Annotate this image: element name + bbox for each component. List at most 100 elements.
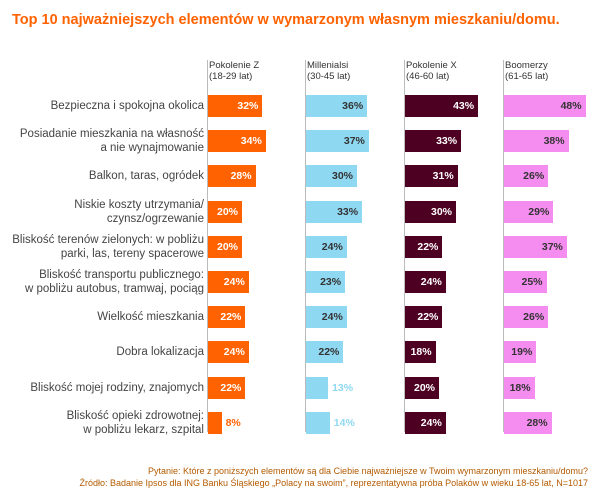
- bar: [405, 376, 439, 399]
- footnote: Pytanie: Które z poniższych elementów są…: [147, 466, 588, 476]
- bar: [208, 130, 266, 153]
- category-label: Dobra lokalizacja: [116, 346, 204, 359]
- bar: [306, 271, 346, 293]
- bar: [306, 95, 368, 117]
- value-label: 29%: [528, 205, 550, 218]
- value-label: 24%: [223, 276, 245, 288]
- value-label: 20%: [216, 205, 238, 218]
- bar: [504, 95, 586, 117]
- value-label: 37%: [343, 135, 365, 148]
- category-label: Niskie koszty utrzymania/ czynsz/ogrzewa…: [74, 198, 204, 225]
- value-label: 25%: [521, 276, 543, 288]
- bar: [306, 341, 344, 364]
- bar: [504, 235, 567, 258]
- bar: [405, 341, 436, 364]
- value-label: 30%: [430, 205, 452, 218]
- value-label: 19%: [511, 346, 533, 359]
- value-label: 18%: [509, 381, 531, 394]
- value-label: 8%: [225, 416, 241, 429]
- legend-entry: Pokolenie X (46-60 lat): [406, 60, 457, 82]
- value-label: 28%: [230, 170, 252, 183]
- value-label: 33%: [436, 135, 458, 148]
- value-label: 18%: [410, 346, 432, 359]
- bar: [504, 200, 554, 223]
- category-label: Bliskość opieki zdrowotnej: w pobliżu le…: [66, 409, 204, 436]
- legend-entry: Boomerzy (61-65 lat): [505, 60, 549, 82]
- value-label: 43%: [453, 100, 475, 112]
- value-label: 33%: [337, 205, 359, 218]
- bar: [306, 411, 330, 434]
- bar: [208, 235, 242, 258]
- bar: [405, 95, 479, 117]
- value-label: 13%: [332, 381, 354, 394]
- bar: [208, 306, 246, 329]
- value-label: 34%: [240, 135, 262, 148]
- value-label: 32%: [237, 100, 259, 112]
- bar: [208, 200, 242, 223]
- value-label: 22%: [417, 311, 439, 324]
- value-label: 31%: [432, 170, 454, 183]
- bar: [504, 411, 552, 434]
- value-label: 22%: [417, 240, 439, 253]
- value-label: 24%: [420, 276, 442, 288]
- category-label: Bliskość mojej rodziny, znajomych: [30, 381, 204, 394]
- legend-entry: Millenialsi (30-45 lat): [307, 60, 351, 82]
- category-label: Bliskość transportu publicznego: w pobli…: [25, 269, 204, 295]
- bar: [208, 376, 246, 399]
- category-label: Posiadanie mieszkania na własność a nie …: [19, 128, 204, 155]
- bar: [306, 306, 347, 329]
- value-label: 28%: [526, 416, 548, 429]
- chart-title: Top 10 najważniejszych elementów w wymar…: [12, 12, 560, 28]
- bar: [405, 271, 446, 293]
- category-label: Bezpieczna i spokojna okolica: [50, 100, 204, 112]
- value-label: 26%: [523, 311, 545, 324]
- value-label: 26%: [523, 170, 545, 183]
- bar: [405, 235, 443, 258]
- panel-divider: [207, 60, 208, 432]
- bar: [208, 165, 256, 188]
- value-label: 22%: [318, 346, 340, 359]
- bar: [306, 376, 329, 399]
- bar: [504, 271, 547, 293]
- panel-divider: [503, 60, 504, 432]
- value-label: 30%: [331, 170, 353, 183]
- bar: [405, 306, 443, 329]
- value-label: 48%: [560, 100, 582, 112]
- value-label: 36%: [342, 100, 364, 112]
- footnote: Źródło: Badanie Ipsos dla ING Banku Śląs…: [79, 478, 588, 488]
- value-label: 24%: [321, 240, 343, 253]
- bar: [504, 341, 537, 364]
- bar: [504, 376, 535, 399]
- panel-divider: [404, 60, 405, 432]
- value-label: 24%: [223, 346, 245, 359]
- value-label: 37%: [541, 240, 563, 253]
- bar: [405, 411, 446, 434]
- bar: [405, 165, 458, 188]
- category-label: Wielkość mieszkania: [97, 311, 204, 324]
- legend-entry: Pokolenie Z (18-29 lat): [209, 60, 260, 82]
- bar: [208, 411, 222, 434]
- bar: [208, 271, 249, 293]
- bar: [504, 130, 569, 153]
- value-label: 14%: [333, 416, 355, 429]
- panel-divider: [305, 60, 306, 432]
- bar: [208, 341, 249, 364]
- value-label: 24%: [321, 311, 343, 324]
- bar: [504, 306, 549, 329]
- bar: [306, 130, 369, 153]
- category-label: Balkon, taras, ogródek: [88, 170, 204, 183]
- bar: [306, 235, 347, 258]
- bar: [208, 95, 263, 117]
- value-label: 20%: [216, 240, 238, 253]
- bar: [504, 165, 549, 188]
- category-label: Bliskość terenów zielonych: w pobliżu pa…: [12, 233, 204, 260]
- value-label: 38%: [543, 135, 565, 148]
- bar: [306, 165, 357, 188]
- bar: [306, 200, 363, 223]
- bar: [405, 200, 456, 223]
- value-label: 23%: [320, 276, 342, 288]
- value-label: 22%: [220, 381, 242, 394]
- bar: [405, 130, 462, 153]
- value-label: 22%: [220, 311, 242, 324]
